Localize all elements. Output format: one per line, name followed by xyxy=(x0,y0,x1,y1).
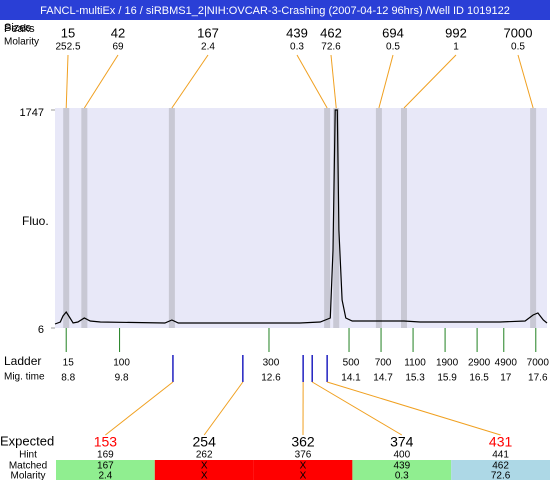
hint-value: 376 xyxy=(295,450,312,461)
peak-connector xyxy=(330,54,337,109)
match-cell xyxy=(253,460,353,480)
hint-value: 169 xyxy=(97,450,114,461)
mig-time-label: Mig. time xyxy=(4,372,45,383)
peak-connector xyxy=(378,54,394,109)
hint-value: 262 xyxy=(196,450,213,461)
match-cell xyxy=(56,460,155,480)
y-tick-label: 6 xyxy=(38,324,44,336)
trace-line xyxy=(54,109,548,325)
peak-size: 42 xyxy=(111,25,125,40)
expected-value: 374 xyxy=(390,434,414,450)
match-cell xyxy=(154,460,254,480)
ladder-size: 1100 xyxy=(404,358,426,369)
hint-value: 441 xyxy=(492,450,509,461)
ladder-size: 500 xyxy=(343,358,360,369)
peak-molarity: 0.5 xyxy=(386,42,400,53)
expected-value: 153 xyxy=(94,434,118,450)
peak-band xyxy=(333,108,340,328)
peak-size: 167 xyxy=(197,25,219,40)
match-cell xyxy=(451,460,550,480)
expected-connector xyxy=(203,381,244,436)
peak-band xyxy=(81,108,88,328)
peak-band xyxy=(168,108,175,328)
peak-connector xyxy=(83,54,119,109)
matched-value: 167 xyxy=(97,461,114,472)
peak-molarity: 252.5 xyxy=(55,42,80,53)
peak-molarity: 1 xyxy=(453,42,459,53)
ladder-time: 17.6 xyxy=(528,373,548,384)
peak-molarity: 2.4 xyxy=(201,42,215,53)
peaks-label: Peaks xyxy=(4,23,35,35)
expected-label: Expected xyxy=(0,433,54,448)
sizes-label: Sizes xyxy=(4,22,31,34)
matched-molarity: X xyxy=(201,471,208,480)
ladder-size: 2900 xyxy=(468,358,491,369)
expected-value: 254 xyxy=(193,434,217,450)
y-axis-label: Fluo. xyxy=(22,214,49,228)
peak-size: 439 xyxy=(286,25,308,40)
plot-area xyxy=(55,108,547,328)
header-bar xyxy=(0,0,550,20)
peak-band xyxy=(400,108,407,328)
expected-value: 431 xyxy=(489,434,513,450)
ladder-size: 15 xyxy=(63,358,75,369)
ladder-time: 9.8 xyxy=(115,373,129,384)
peak-band xyxy=(63,108,70,328)
ladder-time: 16.5 xyxy=(469,373,489,384)
peak-band xyxy=(375,108,382,328)
ladder-size: 7000 xyxy=(527,358,550,369)
matched-value: X xyxy=(300,461,307,472)
ladder-size: 1900 xyxy=(436,358,459,369)
matched-value: X xyxy=(201,461,208,472)
ladder-time: 14.1 xyxy=(341,373,361,384)
molarity-row-label: Molarity xyxy=(10,471,45,480)
matched-molarity: 72.6 xyxy=(491,471,511,480)
peak-size: 694 xyxy=(382,25,404,40)
ladder-time: 17 xyxy=(500,373,512,384)
peak-band xyxy=(530,108,537,328)
peak-size: 992 xyxy=(445,25,467,40)
matched-label: Matched xyxy=(9,461,47,472)
peak-connector xyxy=(171,54,209,109)
ladder-time: 14.7 xyxy=(373,373,393,384)
matched-molarity: 0.3 xyxy=(395,471,409,480)
matched-molarity: X xyxy=(300,471,307,480)
molarity-label: Molarity xyxy=(4,37,39,48)
hint-value: 400 xyxy=(393,450,410,461)
expected-connector xyxy=(105,381,174,436)
hint-label: Hint xyxy=(19,450,37,461)
peak-connector xyxy=(296,54,328,109)
ladder-time: 15.9 xyxy=(437,373,457,384)
peak-connector xyxy=(65,54,69,109)
ladder-time: 8.8 xyxy=(61,373,75,384)
peak-connector xyxy=(517,54,534,109)
ladder-time: 15.3 xyxy=(405,373,425,384)
matched-value: 462 xyxy=(492,461,509,472)
peak-molarity: 0.5 xyxy=(511,42,525,53)
matched-molarity: 2.4 xyxy=(98,471,112,480)
peak-size: 15 xyxy=(61,25,75,40)
ladder-label: Ladder xyxy=(4,354,41,368)
peak-molarity: 72.6 xyxy=(321,42,341,53)
expected-value: 362 xyxy=(291,434,315,450)
peak-molarity: 0.3 xyxy=(290,42,304,53)
match-cell xyxy=(352,460,452,480)
peak-band xyxy=(324,108,331,328)
ladder-size: 700 xyxy=(375,358,392,369)
y-tick-label: 1747 xyxy=(20,107,44,119)
ladder-size: 300 xyxy=(263,358,280,369)
peak-size: 7000 xyxy=(504,25,533,40)
ladder-size: 100 xyxy=(113,358,130,369)
matched-value: 439 xyxy=(393,461,410,472)
peak-size: 462 xyxy=(320,25,342,40)
peak-molarity: 69 xyxy=(112,42,124,53)
peak-connector xyxy=(403,54,457,109)
ladder-time: 12.6 xyxy=(261,373,281,384)
ladder-size: 4900 xyxy=(495,358,518,369)
expected-connector xyxy=(327,381,501,436)
expected-connector xyxy=(311,381,403,436)
header-title: FANCL-multiEx / 16 / siRBMS1_2|NIH:OVCAR… xyxy=(40,5,510,17)
